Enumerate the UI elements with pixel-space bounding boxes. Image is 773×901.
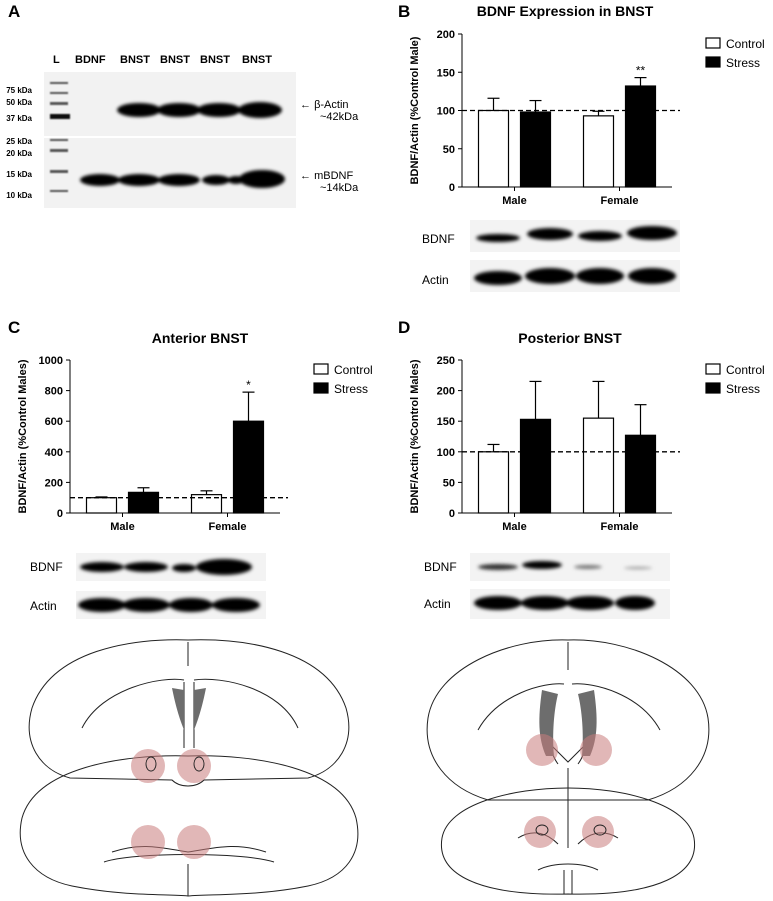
strip-label-bdnf-d: BDNF [424,560,457,574]
bdnf-band-label: mBDNF [314,170,354,182]
bar [582,417,615,514]
bar-chart-c: 0 200 400 600 800 1000 BDNF/Actin (%Control Ma… [17,355,373,533]
blot-strip-b [470,220,680,292]
mw-marker-75: 75 kDa [6,86,32,95]
legend-label: Control [726,37,765,51]
y-tick-label: 0 [449,508,455,520]
legend-swatch [313,382,329,394]
y-tick-label: 200 [437,386,455,398]
y-tick-label: 400 [45,447,63,459]
y-tick-label: 800 [45,386,63,398]
arrow-left-icon: ← [300,170,311,182]
mw-marker-20: 20 kDa [6,149,32,158]
chart-title-b: BDNF Expression in BNST [476,3,654,19]
strip-label-bdnf-b: BDNF [422,232,455,246]
brain-diagram-anterior [19,639,359,897]
chart-title-d: Posterior BNST [518,330,622,346]
bdnf-band-size: ~14kDa [320,182,359,194]
panel-label-d: D [398,318,411,337]
strip-label-actin-b: Actin [422,273,449,287]
x-tick-label: Female [601,195,639,207]
mw-marker-25: 25 kDa [6,137,32,146]
strip-label-actin-c: Actin [30,599,57,613]
bar [477,451,510,514]
legend-label: Stress [726,382,760,396]
legend-label: Control [334,363,373,377]
panel-label-a: A [8,2,21,21]
mw-marker-15: 15 kDa [6,170,32,179]
significance-marker: ** [636,64,646,78]
mw-marker-37: 37 kDa [6,114,32,123]
y-tick-label: 100 [437,106,455,118]
bar [624,434,657,514]
bar-chart-b: 0 50 100 150 200 BDNF/Actin (%Control Male) Ma… [409,29,765,207]
brain-diagram-posterior [426,639,710,895]
panel-label-b: B [398,2,411,21]
mw-marker-50: 50 kDa [6,98,32,107]
panel-label-c: C [8,318,21,337]
legend-swatch [705,56,721,68]
x-tick-label: Male [110,521,134,533]
bdnf-arrow-label: ← mBDNF ~14kDa [300,170,358,194]
bar [232,420,265,514]
x-tick-label: Female [601,521,639,533]
y-tick-label: 0 [57,508,63,520]
lane-label-bnst-2: BNST [160,54,190,66]
bar [519,418,552,514]
bar [127,491,160,514]
y-axis-label: BDNF/Actin (%Control Males) [17,359,29,513]
y-tick-label: 250 [437,355,455,367]
legend-label: Stress [726,56,760,70]
y-tick-label: 150 [437,416,455,428]
y-axis-label: BDNF/Actin (%Control Males) [409,359,421,513]
x-tick-label: Male [502,195,526,207]
significance-marker: * [246,378,251,392]
lane-label-ladder: L [53,54,60,66]
legend-label: Control [726,363,765,377]
mw-marker-10: 10 kDa [6,191,32,200]
y-tick-label: 150 [437,67,455,79]
actin-band-size: ~42kDa [320,111,359,123]
bar [190,494,223,514]
y-tick-label: 600 [45,416,63,428]
y-tick-label: 100 [437,447,455,459]
strip-label-bdnf-c: BDNF [30,560,63,574]
y-axis-label: BDNF/Actin (%Control Male) [409,36,421,184]
actin-arrow-label: ← β-Actin ~42kDa [300,99,358,123]
y-tick-label: 200 [45,477,63,489]
strip-label-actin-d: Actin [424,597,451,611]
bar [477,109,510,188]
bar [519,111,552,188]
lane-label-bnst-3: BNST [200,54,230,66]
bar [624,85,657,188]
arrow-left-icon: ← [300,99,311,111]
y-tick-label: 50 [443,477,455,489]
blot-strip-d [470,553,670,619]
lane-label-bdnf: BDNF [75,54,106,66]
bar [582,115,615,188]
y-tick-label: 200 [437,29,455,41]
legend-swatch [313,363,329,375]
blot-image [44,72,296,208]
x-tick-label: Female [209,521,247,533]
legend-swatch [705,37,721,49]
legend-label: Stress [334,382,368,396]
y-tick-label: 0 [449,182,455,194]
y-tick-label: 50 [443,144,455,156]
x-tick-label: Male [502,521,526,533]
y-tick-label: 1000 [39,355,63,367]
bar-chart-d: 0 50 100 150 200 250 BDNF/Actin (%Control Male… [409,355,765,533]
bar [85,497,118,514]
western-blot-panel-a: L BDNF BNST BNST BNST BNST 75 kDa 50 kDa… [0,0,380,215]
lane-label-bnst-4: BNST [242,54,272,66]
chart-title-c: Anterior BNST [151,330,249,346]
actin-band-label: β-Actin [314,99,349,111]
lane-label-bnst-1: BNST [120,54,150,66]
blot-strip-c [76,553,266,619]
legend-swatch [705,363,721,375]
legend-swatch [705,382,721,394]
